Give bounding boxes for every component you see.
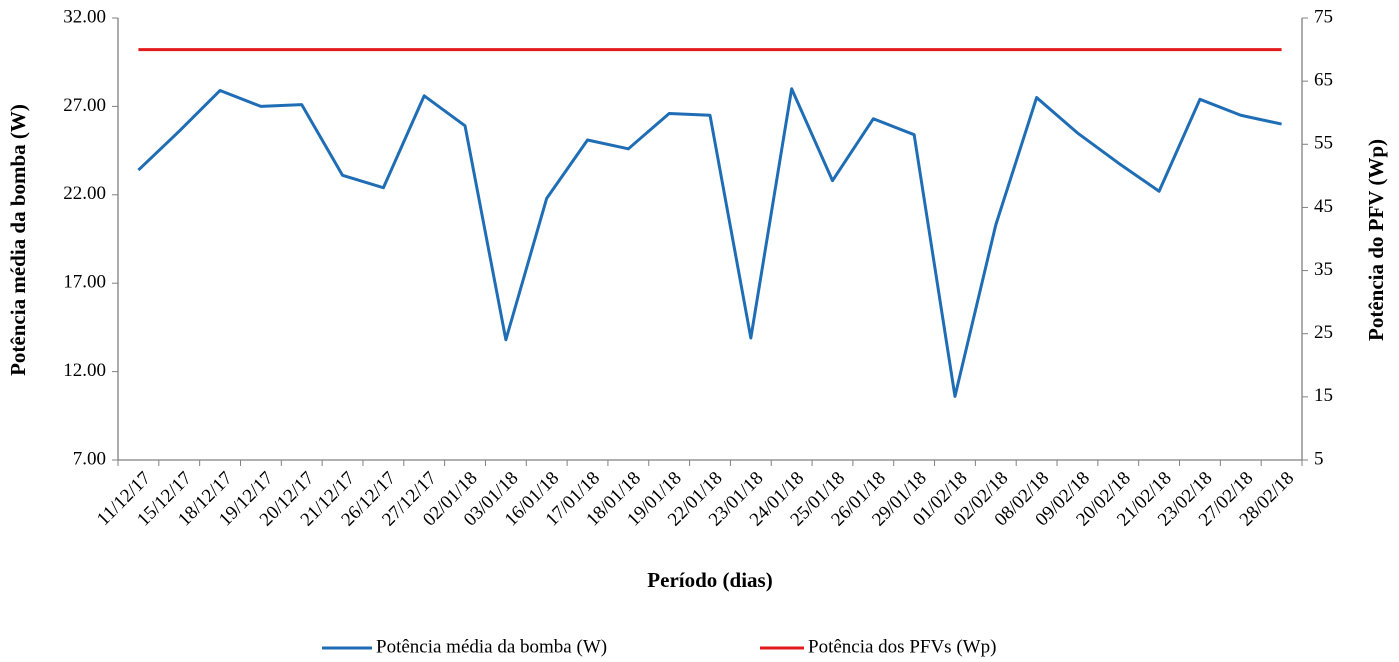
y-tick-label: 17.00 — [63, 272, 106, 293]
y-tick-label: 7.00 — [73, 448, 106, 469]
series-line — [137, 87, 1282, 398]
y-tick-label: 22.00 — [63, 183, 106, 204]
x-axis-title: Período (dias) — [647, 568, 772, 592]
y2-tick-label: 5 — [1314, 448, 1324, 469]
y2-axis-title: Potência do PFV (Wp) — [1364, 139, 1388, 341]
y2-tick-label: 35 — [1314, 259, 1333, 280]
y2-tick-label: 25 — [1314, 322, 1333, 343]
y-tick-label: 32.00 — [63, 6, 106, 27]
legend-label: Potência dos PFVs (Wp) — [808, 636, 996, 657]
y2-tick-label: 55 — [1314, 133, 1333, 154]
y2-tick-label: 45 — [1314, 196, 1333, 217]
y2-tick-label: 15 — [1314, 385, 1333, 406]
legend-label: Potência média da bomba (W) — [376, 636, 607, 657]
y2-tick-label: 75 — [1314, 6, 1333, 27]
y-tick-label: 27.00 — [63, 95, 106, 116]
y2-tick-label: 65 — [1314, 70, 1333, 91]
y-tick-label: 12.00 — [63, 360, 106, 381]
y-axis-title: Potência média da bomba (W) — [6, 104, 30, 376]
